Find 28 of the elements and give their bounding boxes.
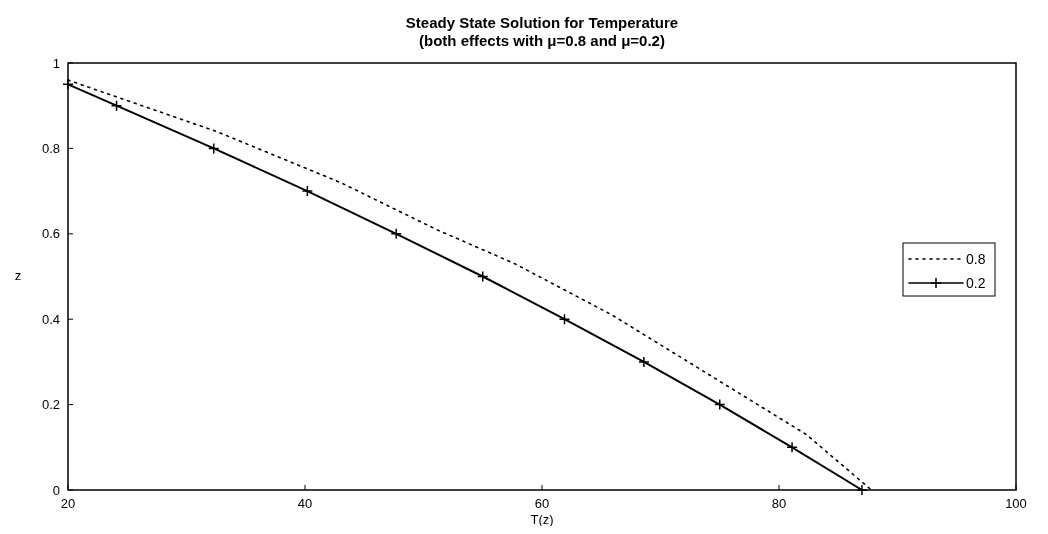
y-tick-label: 0 <box>52 482 60 498</box>
point <box>301 185 314 197</box>
point <box>638 356 650 368</box>
x-tick-label: 40 <box>297 496 313 511</box>
point <box>62 78 74 91</box>
y-tick-label: 0.2 <box>41 397 60 413</box>
point <box>477 270 489 283</box>
x-tick-label: 100 <box>1005 496 1027 511</box>
legend-label: 0.2 <box>966 275 986 291</box>
x-axis-title: T(z) <box>530 512 554 527</box>
chart-title: Steady State Solution for Temperature <box>405 14 679 31</box>
x-tick-label: 60 <box>534 496 550 511</box>
point <box>714 398 726 411</box>
point <box>856 484 868 496</box>
x-tick-label: 20 <box>60 496 76 511</box>
y-tick-label: 1 <box>52 55 60 71</box>
y-axis-title: z <box>14 268 22 283</box>
point <box>208 142 220 155</box>
y-tick-label: 0.4 <box>41 311 60 327</box>
point <box>786 441 798 454</box>
legend-label: 0.8 <box>966 251 986 267</box>
point <box>390 228 402 240</box>
point <box>558 313 571 325</box>
point <box>110 99 123 112</box>
y-tick-label: 0.8 <box>41 140 60 156</box>
y-tick-label: 0.6 <box>41 226 60 242</box>
x-tick-label: 80 <box>771 496 787 511</box>
chart-subtitle: (both effects with μ=0.8 and μ=0.2) <box>419 32 665 49</box>
